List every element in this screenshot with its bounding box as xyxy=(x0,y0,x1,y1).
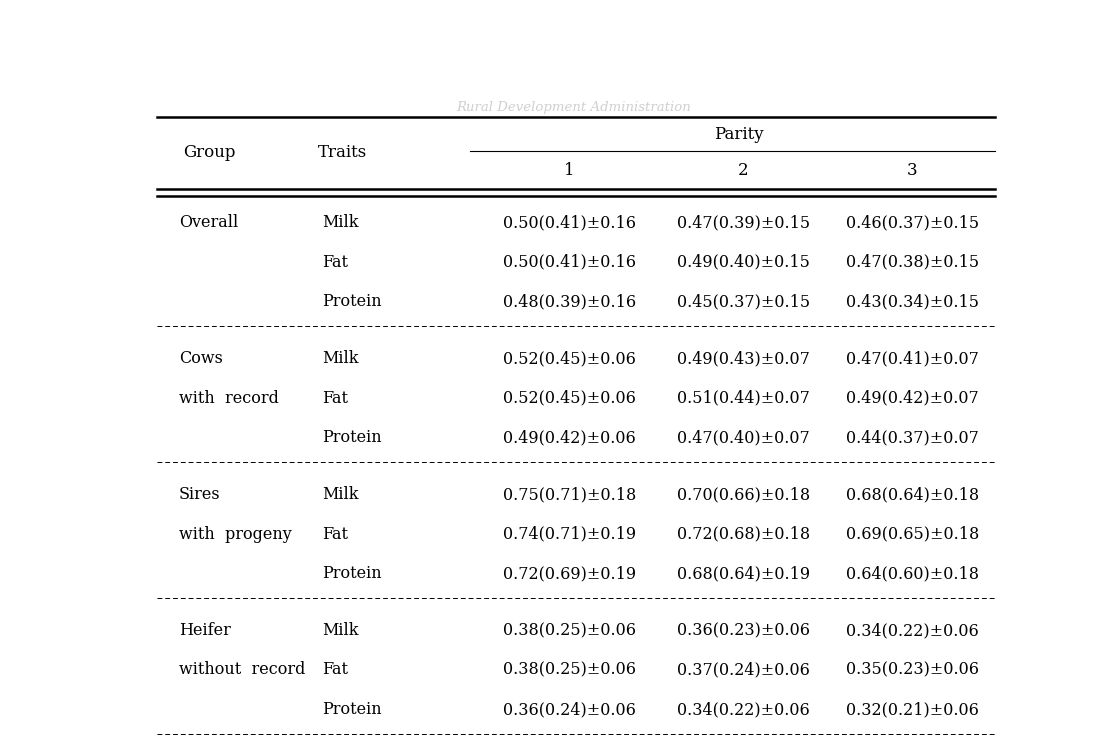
Text: Rural Development Administration: Rural Development Administration xyxy=(457,101,691,114)
Text: 0.35(0.23)±0.06: 0.35(0.23)±0.06 xyxy=(846,661,979,679)
Text: Milk: Milk xyxy=(323,350,358,367)
Text: Fat: Fat xyxy=(323,526,348,543)
Text: 0.38(0.25)±0.06: 0.38(0.25)±0.06 xyxy=(503,622,636,639)
Text: 0.52(0.45)±0.06: 0.52(0.45)±0.06 xyxy=(503,390,636,406)
Text: 0.52(0.45)±0.06: 0.52(0.45)±0.06 xyxy=(503,350,636,367)
Text: 0.48(0.39)±0.16: 0.48(0.39)±0.16 xyxy=(503,293,636,311)
Text: Fat: Fat xyxy=(323,661,348,679)
Text: 0.47(0.38)±0.15: 0.47(0.38)±0.15 xyxy=(846,254,979,271)
Text: 0.47(0.41)±0.07: 0.47(0.41)±0.07 xyxy=(846,350,979,367)
Text: 0.46(0.37)±0.15: 0.46(0.37)±0.15 xyxy=(846,214,979,231)
Text: 3: 3 xyxy=(907,162,917,179)
Text: Traits: Traits xyxy=(318,145,367,161)
Text: 0.70(0.66)±0.18: 0.70(0.66)±0.18 xyxy=(676,486,810,503)
Text: 0.38(0.25)±0.06: 0.38(0.25)±0.06 xyxy=(503,661,636,679)
Text: 0.32(0.21)±0.06: 0.32(0.21)±0.06 xyxy=(846,701,979,718)
Text: Cows: Cows xyxy=(179,350,223,367)
Text: 0.45(0.37)±0.15: 0.45(0.37)±0.15 xyxy=(676,293,810,311)
Text: 0.49(0.42)±0.07: 0.49(0.42)±0.07 xyxy=(846,390,979,406)
Text: Heifer: Heifer xyxy=(179,622,231,639)
Text: Fat: Fat xyxy=(323,390,348,406)
Text: 0.68(0.64)±0.19: 0.68(0.64)±0.19 xyxy=(676,565,810,582)
Text: 0.51(0.44)±0.07: 0.51(0.44)±0.07 xyxy=(676,390,810,406)
Text: 2: 2 xyxy=(738,162,748,179)
Text: 0.49(0.40)±0.15: 0.49(0.40)±0.15 xyxy=(676,254,810,271)
Text: 0.50(0.41)±0.16: 0.50(0.41)±0.16 xyxy=(503,214,636,231)
Text: 0.37(0.24)±0.06: 0.37(0.24)±0.06 xyxy=(676,661,810,679)
Text: 1: 1 xyxy=(564,162,575,179)
Text: Sires: Sires xyxy=(179,486,221,503)
Text: 0.75(0.71)±0.18: 0.75(0.71)±0.18 xyxy=(503,486,636,503)
Text: 0.72(0.69)±0.19: 0.72(0.69)±0.19 xyxy=(503,565,636,582)
Text: 0.49(0.43)±0.07: 0.49(0.43)±0.07 xyxy=(676,350,810,367)
Text: 0.72(0.68)±0.18: 0.72(0.68)±0.18 xyxy=(676,526,810,543)
Text: 0.47(0.40)±0.07: 0.47(0.40)±0.07 xyxy=(676,429,810,446)
Text: 0.34(0.22)±0.06: 0.34(0.22)±0.06 xyxy=(846,622,979,639)
Text: 0.36(0.23)±0.06: 0.36(0.23)±0.06 xyxy=(676,622,810,639)
Text: 0.74(0.71)±0.19: 0.74(0.71)±0.19 xyxy=(503,526,636,543)
Text: Milk: Milk xyxy=(323,622,358,639)
Text: 0.36(0.24)±0.06: 0.36(0.24)±0.06 xyxy=(503,701,636,718)
Text: without  record: without record xyxy=(179,661,306,679)
Text: 0.64(0.60)±0.18: 0.64(0.60)±0.18 xyxy=(846,565,979,582)
Text: Fat: Fat xyxy=(323,254,348,271)
Text: Protein: Protein xyxy=(323,565,382,582)
Text: 0.69(0.65)±0.18: 0.69(0.65)±0.18 xyxy=(846,526,979,543)
Text: Protein: Protein xyxy=(323,701,382,718)
Text: with  progeny: with progeny xyxy=(179,526,292,543)
Text: 0.44(0.37)±0.07: 0.44(0.37)±0.07 xyxy=(846,429,979,446)
Text: with  record: with record xyxy=(179,390,279,406)
Text: Milk: Milk xyxy=(323,214,358,231)
Text: 0.34(0.22)±0.06: 0.34(0.22)±0.06 xyxy=(676,701,810,718)
Text: 0.47(0.39)±0.15: 0.47(0.39)±0.15 xyxy=(676,214,810,231)
Text: Parity: Parity xyxy=(715,125,764,143)
Text: Milk: Milk xyxy=(323,486,358,503)
Text: 0.49(0.42)±0.06: 0.49(0.42)±0.06 xyxy=(503,429,636,446)
Text: Protein: Protein xyxy=(323,293,382,311)
Text: 0.43(0.34)±0.15: 0.43(0.34)±0.15 xyxy=(846,293,979,311)
Text: Protein: Protein xyxy=(323,429,382,446)
Text: Overall: Overall xyxy=(179,214,239,231)
Text: 0.50(0.41)±0.16: 0.50(0.41)±0.16 xyxy=(503,254,636,271)
Text: Group: Group xyxy=(184,145,236,161)
Text: 0.68(0.64)±0.18: 0.68(0.64)±0.18 xyxy=(846,486,979,503)
